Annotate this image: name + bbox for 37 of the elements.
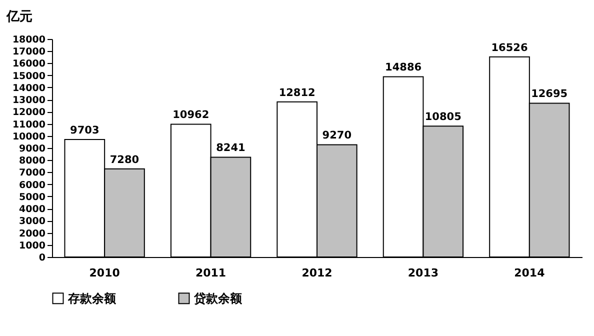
y-tick-label: 6000 bbox=[19, 180, 46, 191]
legend-label: 贷款余额 bbox=[193, 291, 243, 306]
data-label: 7280 bbox=[110, 154, 140, 166]
data-label: 8241 bbox=[216, 142, 246, 154]
y-tick-label: 2000 bbox=[19, 228, 46, 240]
data-label: 12812 bbox=[278, 86, 316, 99]
x-tick-label: 2011 bbox=[195, 266, 226, 280]
data-label: 14886 bbox=[385, 62, 422, 74]
y-axis-title: 亿元 bbox=[6, 10, 32, 24]
y-tick-label: 4000 bbox=[19, 204, 46, 216]
y-tick-label: 16000 bbox=[12, 58, 46, 70]
legend-label: 存款余额 bbox=[67, 291, 117, 306]
y-tick-label: 18000 bbox=[12, 34, 46, 46]
y-tick-label: 14000 bbox=[12, 82, 46, 94]
y-tick-label: 1000 bbox=[19, 240, 46, 252]
x-tick-label: 2010 bbox=[89, 266, 120, 280]
y-tick-label: 3000 bbox=[19, 216, 46, 228]
y-tick-label: 9000 bbox=[19, 144, 46, 154]
data-label: 12695 bbox=[531, 88, 568, 100]
y-tick-label: 8000 bbox=[19, 156, 46, 167]
y-tick-label: 11000 bbox=[12, 119, 46, 130]
x-tick-label: 2012 bbox=[302, 266, 332, 280]
y-tick-label: 7000 bbox=[19, 168, 46, 179]
y-tick-label: 12000 bbox=[12, 107, 46, 118]
data-label: 16526 bbox=[491, 42, 528, 54]
y-tick-label: 10000 bbox=[12, 131, 46, 142]
data-label: 9703 bbox=[70, 124, 100, 136]
data-label: 9270 bbox=[322, 130, 352, 142]
x-tick-label: 2013 bbox=[408, 266, 439, 280]
y-tick-label: 5000 bbox=[19, 192, 46, 203]
data-label: 10805 bbox=[424, 111, 462, 124]
y-tick-label: 15000 bbox=[12, 70, 46, 82]
data-label: 10962 bbox=[172, 109, 210, 122]
y-tick-label: 17000 bbox=[12, 46, 46, 58]
x-tick-label: 2014 bbox=[514, 266, 546, 280]
y-tick-label: 13000 bbox=[12, 95, 46, 106]
y-tick-label: 0 bbox=[38, 252, 46, 264]
